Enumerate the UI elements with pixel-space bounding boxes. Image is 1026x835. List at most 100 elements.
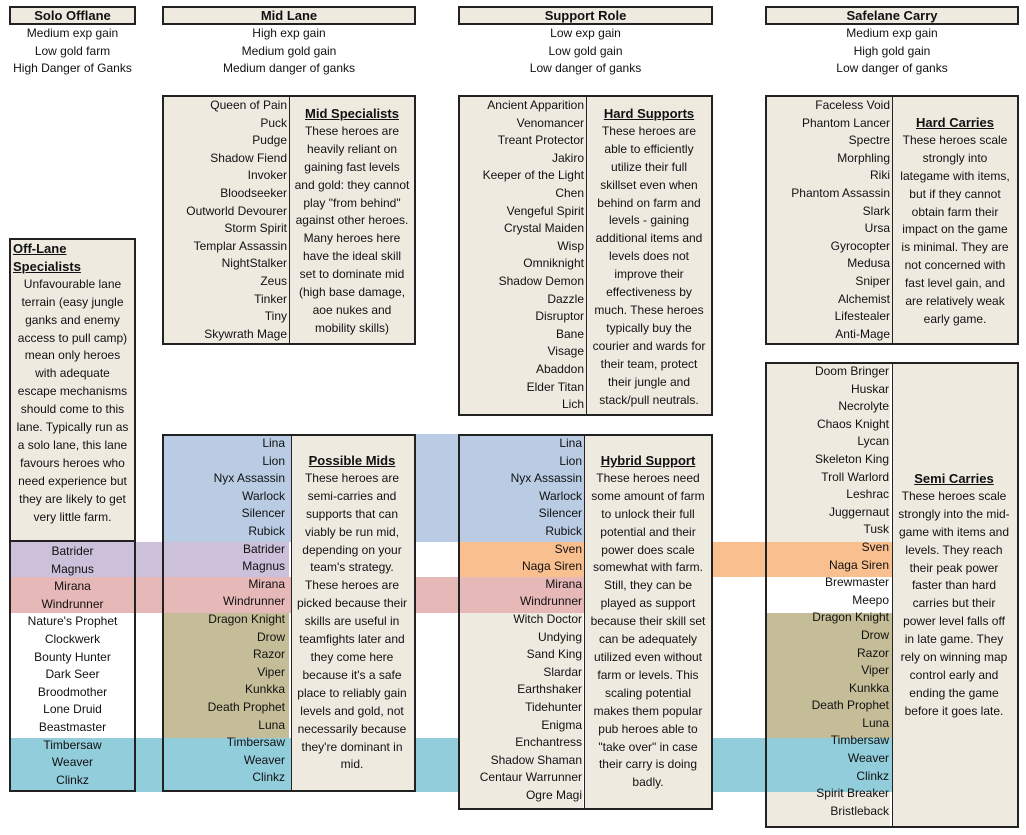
desc-line: place to reliably gain [297,685,407,700]
hero-name: Silencer [241,506,285,521]
hero-name: Earthshaker [517,682,582,697]
hero-name: Shadow Fiend [210,150,287,165]
hero-name: Rubick [248,523,285,538]
desc-line: terrain (easy jungle [21,294,124,309]
hero-name: Abaddon [535,361,584,376]
hero-name: Disruptor [535,309,584,324]
hero-name: Outworld Devourer [186,203,287,218]
desc-line: badly. [632,775,664,790]
hero-name: Kunkka [244,682,285,697]
desc-line: levels and gold, not [300,703,404,718]
desc-line: ganks and enemy [25,312,120,327]
hero-name: Lina [559,436,582,450]
desc-line: lategame with items, [900,168,1010,183]
offlane-specialists-description: Off-Lane Specialists Unfavourable lane t… [11,240,134,527]
hero-name: Death Prophet [207,699,285,714]
desc-line: because their skill set [590,614,706,629]
desc-line: semi-carries and [307,488,397,503]
hero-name: Shadow Shaman [490,752,582,767]
solo-stat-exp: Medium exp gain [26,26,119,40]
desc-line: These heroes need [596,470,700,485]
desc-line: Many heroes here [303,231,401,246]
hero-name: Dark Seer [45,667,100,682]
hero-name: Lina [262,436,285,450]
desc-line: gaining fast levels [304,159,400,174]
hybrid-support-description: Hybrid Support These heroes need some am… [585,452,711,792]
desc-line: are relatively weak [905,294,1005,309]
hero-name: Warlock [539,488,582,503]
hero-name: Broodmother [37,684,108,699]
support-stat-gold: Low gold gain [548,43,623,58]
hybrid-support-hero-list: Lina Lion Nyx Assassin Warlock Silencer … [460,435,582,804]
hero-name: Weaver [847,751,889,766]
hero-name: Keeper of the Light [482,168,584,183]
hero-name: Treant Protector [497,133,584,148]
hero-name: Troll Warlord [821,469,889,484]
support-stat-danger: Low danger of ganks [529,61,642,75]
hero-name: Huskar [850,381,889,396]
desc-line: faster than hard [911,578,997,593]
hero-name: Templar Assassin [193,238,287,253]
hard-supports-hero-list: Ancient Apparition Venomancer Treant Pro… [462,97,584,414]
hero-name: Razor [252,647,285,662]
desc-line: aoe nukes and [312,302,392,317]
hybrid-support-lower-list-bg [460,613,583,808]
mid-specialists-hero-list: Queen of Pain Puck Pudge Shadow Fiend In… [166,97,287,343]
hard-supports-title: Hard Supports [603,106,695,121]
semi-carries-hero-list: Doom Bringer Huskar Necrolyte Chaos Knig… [767,363,889,820]
hero-name: Ancient Apparition [487,98,584,112]
mid-lane-stats: High exp gain Medium gold gain Medium da… [162,25,416,78]
hero-name: Mirana [54,579,91,594]
hero-name: Leshrac [846,487,889,502]
desc-line: stack/pull neutrals. [599,392,699,407]
hero-name: Timbersaw [226,735,285,750]
hero-name: Silencer [538,506,582,521]
hero-name: Timbersaw [830,733,889,748]
hero-name: Weaver [51,755,94,770]
desc-line: supports that can [305,506,399,521]
hero-name: Timbersaw [43,737,102,752]
desc-line: potential and their [600,524,696,539]
desc-line: early game. [923,311,987,326]
desc-line: power does scale [601,542,695,557]
desc-line: effectiveness by [606,285,692,300]
desc-line: levels does not [608,249,690,264]
desc-line: but if they cannot [909,186,1001,201]
desc-line: skillset even when [600,177,698,192]
semi-carries-lower-list-bg [767,792,890,826]
hero-name: Venomancer [516,115,584,130]
desc-line: set to dominate mid [299,267,405,282]
hero-name: Magnus [51,561,94,576]
desc-line: much. These heroes [594,302,704,317]
solo-offlane-header: Solo Offlane [9,6,136,25]
desc-line: (high base damage, [298,285,406,300]
possible-mids-title: Possible Mids [308,453,396,468]
desc-line: ending the game [909,685,999,700]
hero-name: Elder Titan [526,379,584,394]
desc-line: very little farm. [33,509,112,524]
hero-name: Drow [256,629,285,644]
semi-carries-desc-panel [892,364,1017,826]
semi-carries-upper-list-bg [767,364,890,542]
desc-line: have the ideal skill [302,249,402,264]
desc-line: additional items and [595,231,703,246]
support-stat-exp: Low exp gain [550,26,621,40]
hero-name: Bristleback [830,803,889,818]
hero-name: Tidehunter [525,699,582,714]
mid-specialists-divider [289,97,290,343]
hero-name: Phantom Lancer [801,115,890,130]
hero-name: Slark [862,203,890,218]
hero-name: Skywrath Mage [204,326,287,341]
desc-line: power level falls off [903,614,1005,629]
desc-line: depending on your [302,542,402,557]
mid-specialists-description: Mid Specialists These heroes are heavily… [290,105,414,338]
hero-name: Bloodseeker [220,185,287,200]
safelane-carry-header: Safelane Carry [765,6,1019,25]
hero-name: Luna [258,717,285,732]
possible-mids-box [162,434,416,792]
hero-name: Juggernaut [828,504,889,519]
mid-specialists-title: Mid Specialists [305,106,399,121]
hero-name: Clinkz [56,772,89,787]
desc-line: team's strategy. [310,560,394,575]
hero-name: NightStalker [221,256,287,271]
